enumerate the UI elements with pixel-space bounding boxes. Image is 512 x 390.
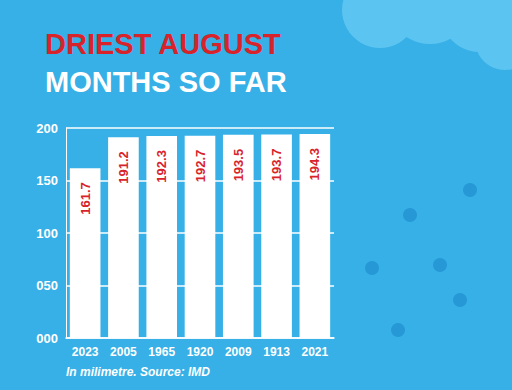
svg-text:161.7: 161.7 bbox=[78, 182, 93, 215]
svg-text:194.3: 194.3 bbox=[307, 148, 322, 181]
svg-text:193.5: 193.5 bbox=[231, 149, 246, 182]
svg-text:2009: 2009 bbox=[225, 345, 252, 359]
svg-text:050: 050 bbox=[36, 278, 58, 293]
svg-text:DRIEST AUGUST: DRIEST AUGUST bbox=[45, 28, 281, 60]
svg-text:200: 200 bbox=[36, 121, 58, 136]
svg-text:000: 000 bbox=[36, 331, 58, 346]
svg-text:2021: 2021 bbox=[302, 345, 329, 359]
svg-text:192.3: 192.3 bbox=[154, 150, 169, 183]
svg-text:1965: 1965 bbox=[148, 345, 175, 359]
svg-text:2023: 2023 bbox=[72, 345, 99, 359]
svg-text:150: 150 bbox=[36, 173, 58, 188]
svg-text:191.2: 191.2 bbox=[116, 151, 131, 184]
svg-text:MONTHS SO FAR: MONTHS SO FAR bbox=[45, 66, 287, 98]
svg-text:1920: 1920 bbox=[187, 345, 214, 359]
svg-text:1913: 1913 bbox=[263, 345, 290, 359]
svg-text:193.7: 193.7 bbox=[269, 149, 284, 182]
svg-text:192.7: 192.7 bbox=[193, 150, 208, 183]
svg-text:In milimetre. Source: IMD: In milimetre. Source: IMD bbox=[66, 365, 210, 379]
svg-text:2005: 2005 bbox=[110, 345, 137, 359]
svg-text:100: 100 bbox=[36, 226, 58, 241]
